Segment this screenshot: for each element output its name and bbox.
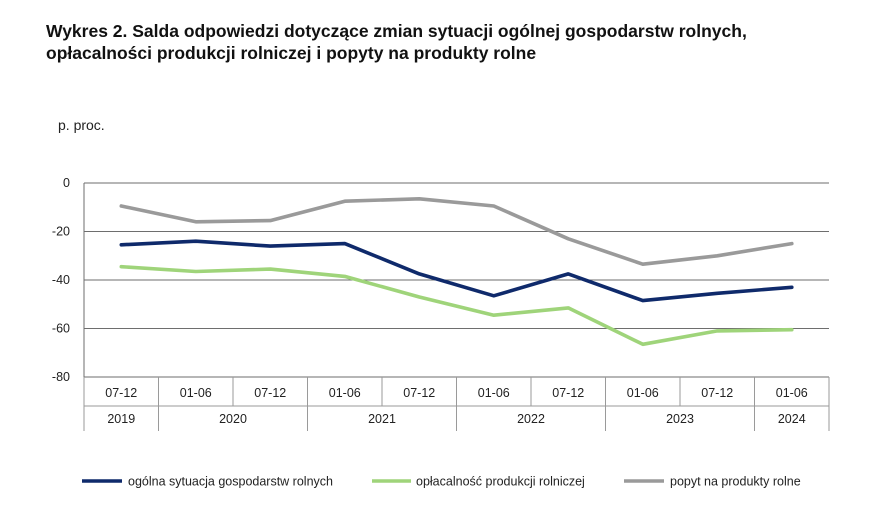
- x-tick-label: 01-06: [478, 386, 510, 400]
- chart-title: Wykres 2. Salda odpowiedzi dotyczące zmi…: [46, 20, 846, 64]
- y-tick-label: -60: [52, 322, 70, 336]
- x-tick-label: 01-06: [776, 386, 808, 400]
- x-tick-label: 01-06: [329, 386, 361, 400]
- legend: ogólna sytuacja gospodarstw rolnych opłac…: [82, 475, 801, 489]
- legend-label: ogólna sytuacja gospodarstw rolnych: [128, 475, 333, 489]
- series-line-3: [119, 197, 794, 267]
- year-label: 2024: [778, 412, 806, 426]
- x-tick-label: 07-12: [403, 386, 435, 400]
- chart-title-line-2: opłacalności produkcji rolniczej i popyt…: [46, 43, 537, 63]
- y-tick-label: -80: [52, 370, 70, 384]
- x-tick-label: 07-12: [552, 386, 584, 400]
- y-axis-unit-label: p. proc.: [58, 117, 105, 133]
- series-line-1: [119, 239, 794, 303]
- year-label: 2022: [517, 412, 545, 426]
- legend-label: popyt na produkty rolne: [670, 475, 801, 489]
- series-line-2: [119, 264, 794, 347]
- x-tick-label: 07-12: [254, 386, 286, 400]
- chart-title-line-1: Wykres 2. Salda odpowiedzi dotyczące zmi…: [46, 21, 747, 41]
- year-label: 2019: [107, 412, 135, 426]
- x-tick-label: 07-12: [105, 386, 137, 400]
- x-tick-label: 07-12: [701, 386, 733, 400]
- y-tick-label: -20: [52, 225, 70, 239]
- y-tick-label: 0: [63, 176, 70, 190]
- year-label: 2023: [666, 412, 694, 426]
- y-tick-label: -40: [52, 273, 70, 287]
- year-label: 2021: [368, 412, 396, 426]
- x-tick-label: 01-06: [180, 386, 212, 400]
- x-tick-label: 01-06: [627, 386, 659, 400]
- legend-label: opłacalność produkcji rolniczej: [416, 475, 585, 489]
- year-label: 2020: [219, 412, 247, 426]
